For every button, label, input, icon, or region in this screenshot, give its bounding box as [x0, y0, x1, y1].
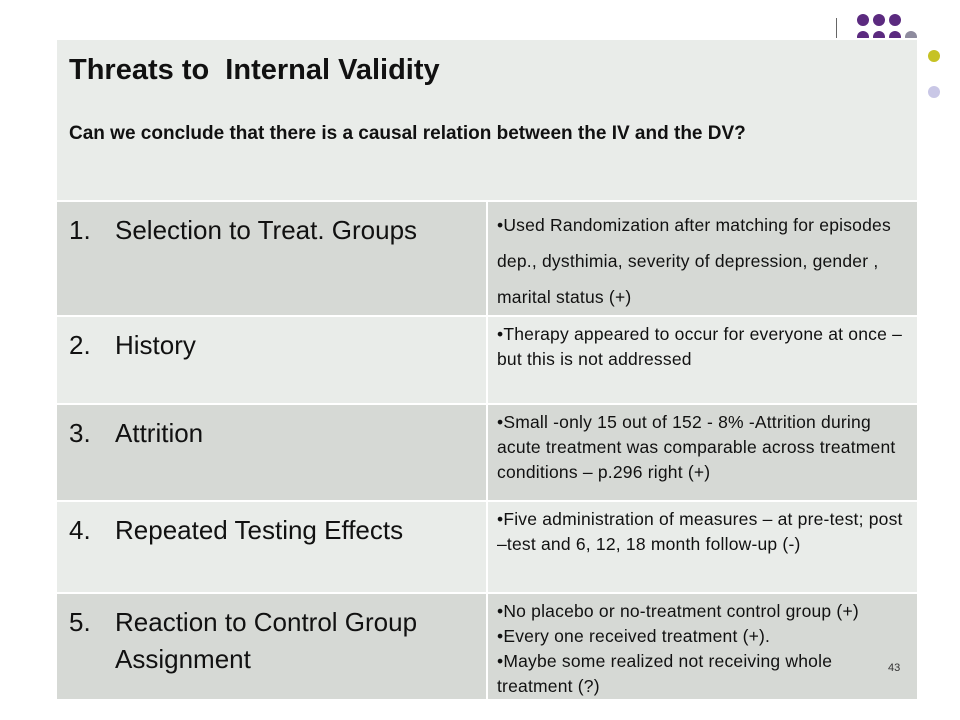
table-row: 2. History •Therapy appeared to occur for…	[55, 315, 919, 405]
table-row: 1. Selection to Treat. Groups •Used Rando…	[55, 200, 919, 317]
table-row: 3. Attrition •Small -only 15 out of 152 -…	[55, 403, 919, 502]
slide-number: 43	[888, 662, 901, 674]
title-cell: Threats to Internal Validity Can we conc…	[55, 38, 919, 202]
slide-title: Threats to Internal Validity	[69, 54, 440, 86]
threat-description: •Therapy appeared to occur for everyone …	[497, 324, 903, 369]
threat-label: 4. Repeated Testing Effects	[69, 515, 404, 545]
validity-table: Threats to Internal Validity Can we conc…	[55, 38, 919, 701]
threat-description: •No placebo or no-treatment control grou…	[497, 601, 859, 696]
table-row: 4. Repeated Testing Effects •Five adminis…	[55, 500, 919, 594]
threat-description: •Used Randomization after matching for e…	[497, 215, 891, 307]
threat-label: 5. Reaction to Control Group Assignment	[69, 607, 418, 674]
table-row: 5. Reaction to Control Group Assignment •…	[55, 592, 919, 701]
threat-label: 3. Attrition	[69, 418, 204, 448]
threat-description: •Five administration of measures – at pr…	[497, 509, 903, 554]
slide-subtitle: Can we conclude that there is a causal r…	[69, 123, 746, 144]
threat-description: •Small -only 15 out of 152 - 8% -Attriti…	[497, 412, 896, 482]
threat-label: 1. Selection to Treat. Groups	[69, 215, 418, 245]
threat-label: 2. History	[69, 330, 196, 360]
